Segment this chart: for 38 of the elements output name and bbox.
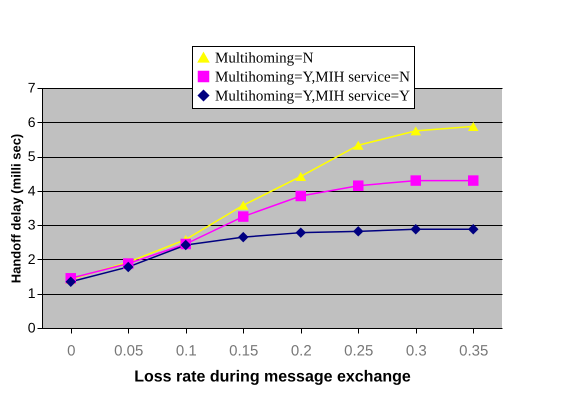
y-tick-label: 2 bbox=[28, 250, 36, 267]
point bbox=[238, 200, 248, 210]
legend-label: Multihoming=Y,MIH service=N bbox=[215, 70, 410, 86]
y-tick-label: 7 bbox=[28, 80, 36, 96]
point bbox=[353, 180, 364, 191]
point bbox=[123, 262, 134, 272]
x-tick-label: 0.15 bbox=[229, 342, 258, 360]
point bbox=[353, 140, 364, 150]
y-tick-label: 1 bbox=[28, 285, 36, 302]
point bbox=[353, 226, 364, 237]
y-axis-title: Handoff delay (milli sec) bbox=[8, 134, 24, 284]
point bbox=[296, 227, 306, 238]
y-tick-label: 6 bbox=[28, 114, 36, 130]
y-tick-label: 4 bbox=[28, 182, 36, 198]
y-tick-label: 5 bbox=[28, 148, 36, 164]
legend-label: Multihoming=Y,MIH service=Y bbox=[215, 88, 410, 104]
point bbox=[410, 126, 421, 136]
x-tick-label: 0.1 bbox=[176, 342, 197, 360]
point bbox=[410, 175, 421, 186]
point bbox=[468, 175, 478, 186]
point bbox=[238, 232, 248, 242]
x-tick-label: 0 bbox=[67, 342, 76, 360]
point bbox=[410, 224, 421, 234]
x-tick-label: 0.2 bbox=[290, 342, 312, 360]
x-tick-label: 0.3 bbox=[406, 342, 427, 360]
point bbox=[296, 190, 306, 202]
point bbox=[66, 276, 76, 287]
point bbox=[468, 224, 478, 234]
point bbox=[296, 172, 306, 181]
x-axis-title: Loss rate during message exchange bbox=[134, 368, 411, 386]
point bbox=[238, 211, 248, 222]
y-tick-label: 0 bbox=[28, 320, 36, 336]
x-tick-label: 0.05 bbox=[114, 342, 144, 360]
y-tick-label: 3 bbox=[28, 216, 36, 233]
x-tick-label: 0.25 bbox=[344, 342, 374, 360]
legend-label: Multihoming=N bbox=[215, 50, 314, 66]
point bbox=[468, 122, 478, 131]
x-tick-label: 0.35 bbox=[459, 342, 488, 360]
